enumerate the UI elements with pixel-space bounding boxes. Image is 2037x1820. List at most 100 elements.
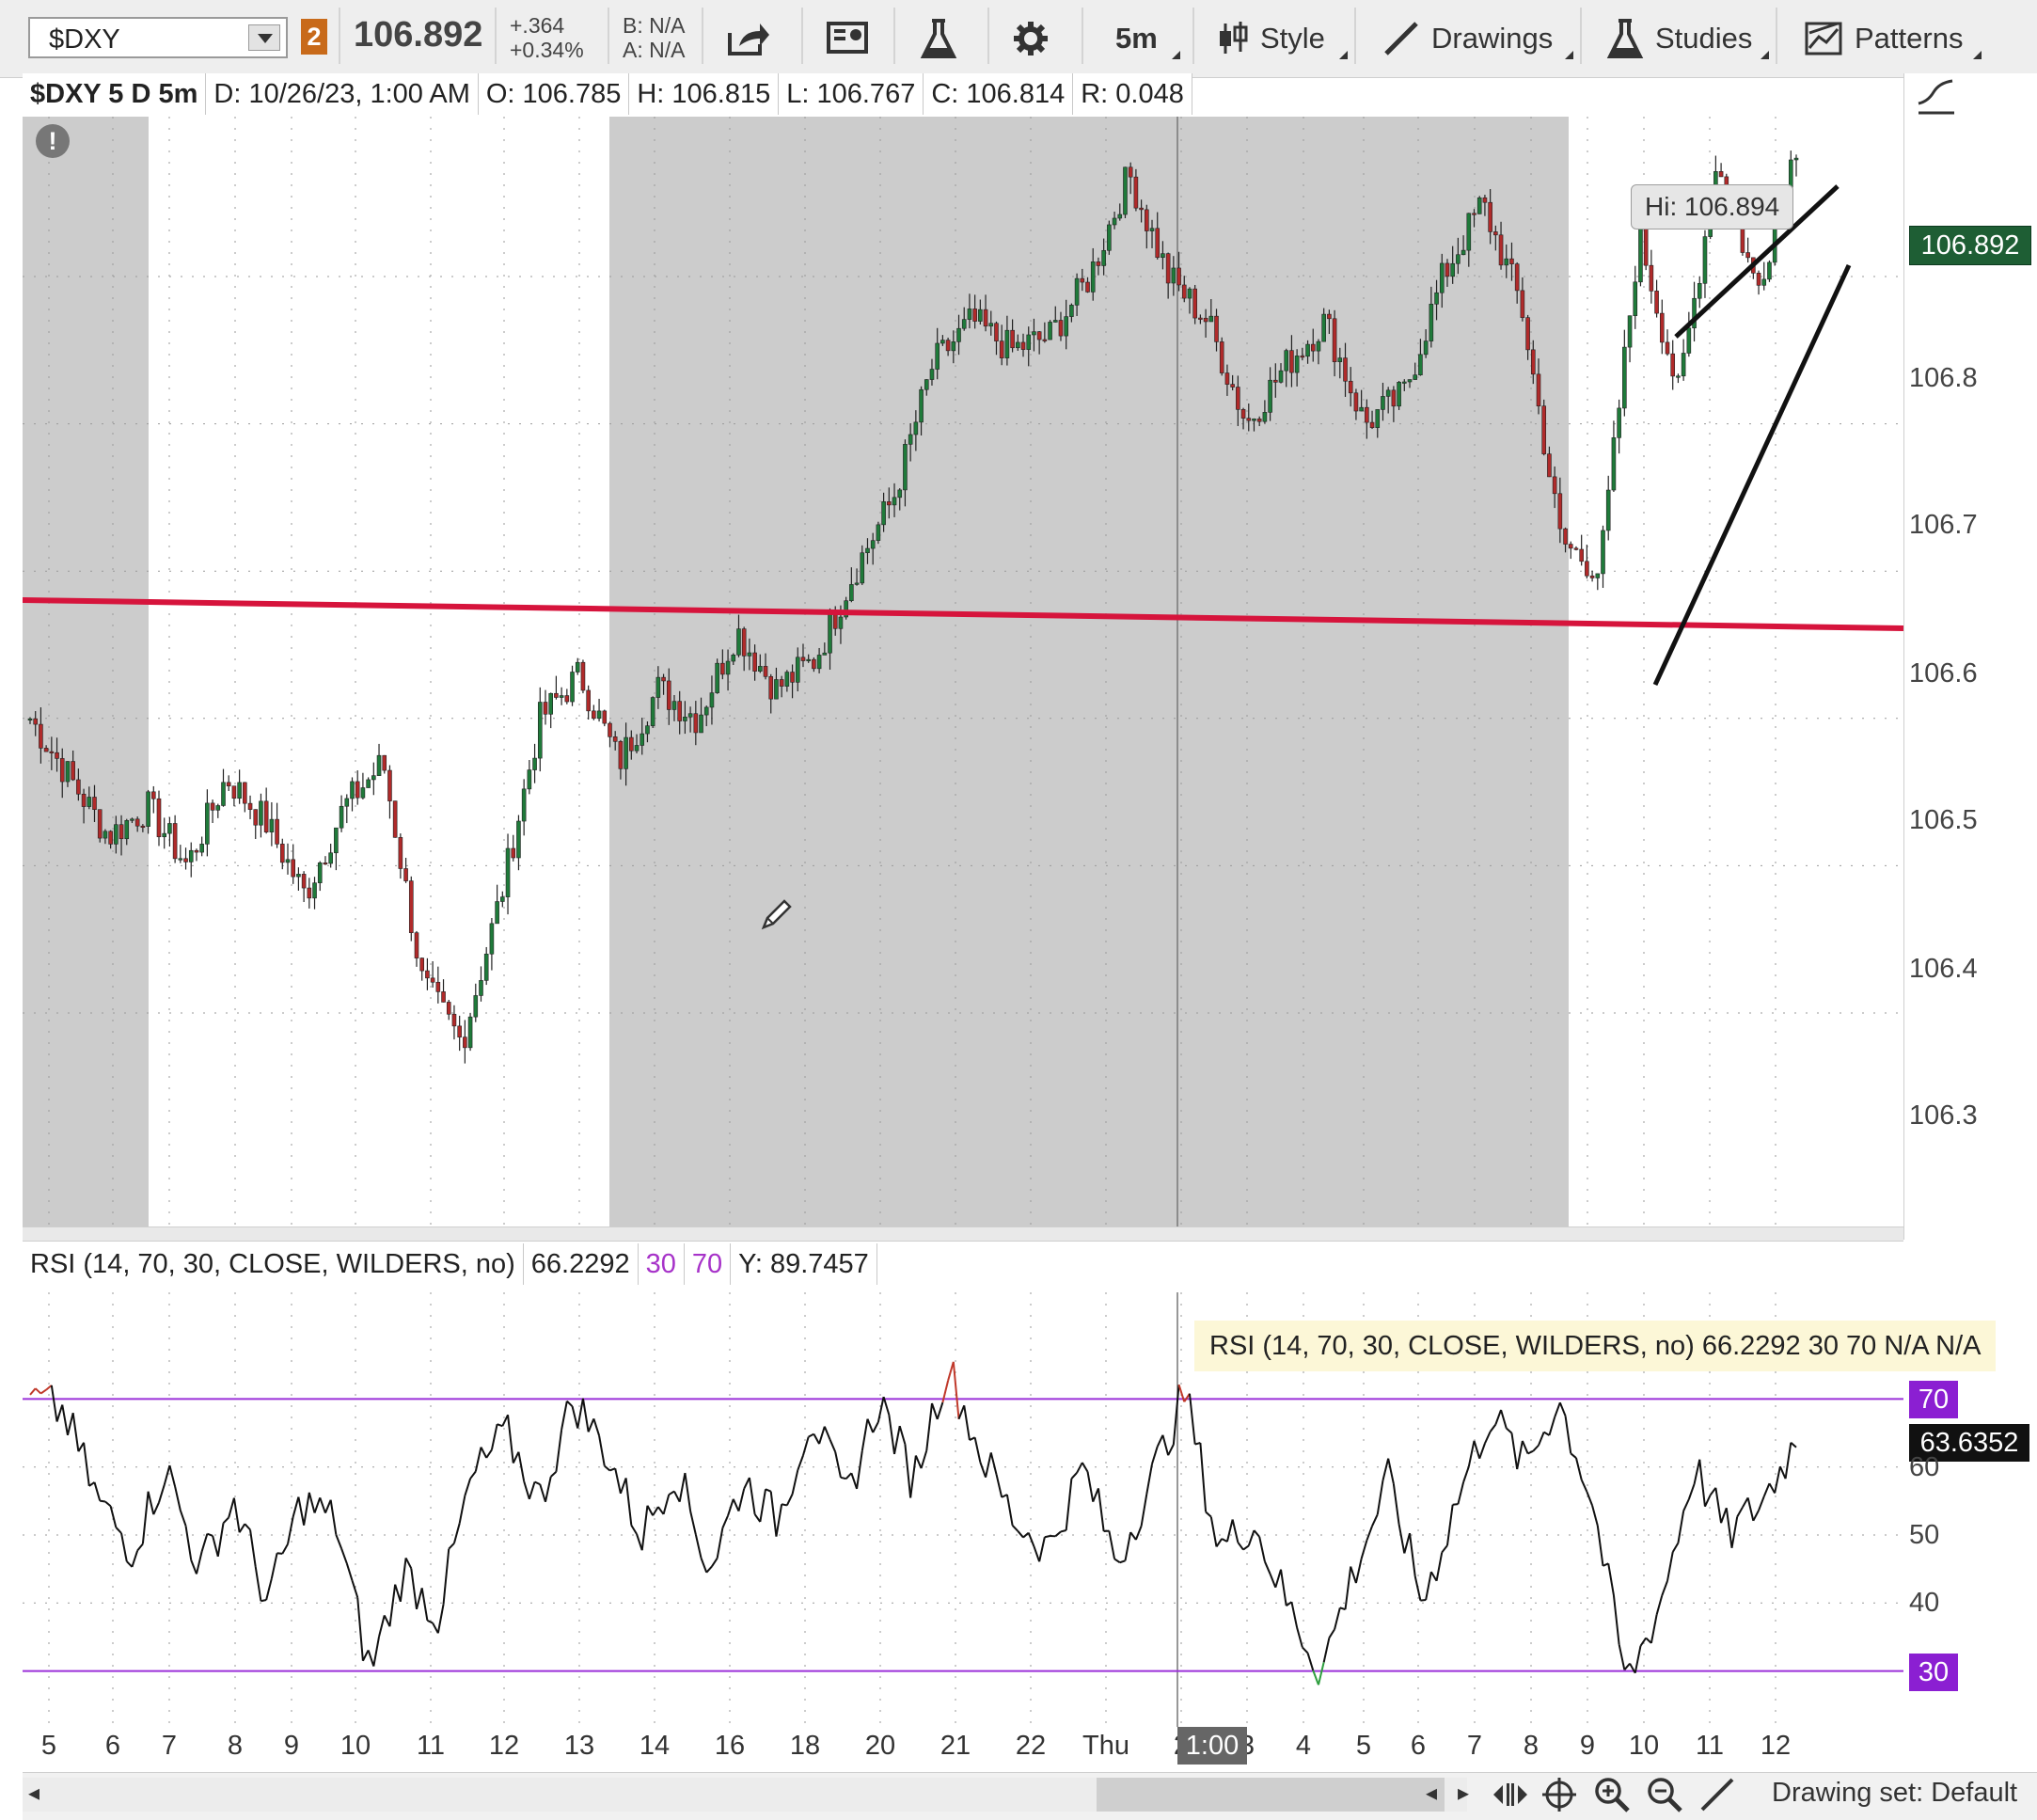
toolbar-separator — [1082, 8, 1083, 64]
candle-body — [496, 902, 499, 924]
candle-body — [179, 859, 182, 861]
messages-button[interactable] — [826, 9, 869, 68]
candle-body — [1794, 158, 1798, 160]
rsi-segment — [352, 1580, 357, 1597]
link-group-badge[interactable]: 2 — [301, 19, 327, 55]
rsi-segment — [1146, 1464, 1152, 1494]
candle-body — [147, 792, 150, 827]
candle-body — [1376, 409, 1380, 427]
time-axis-selected-label: 1:00 — [1177, 1727, 1247, 1765]
toolbar-separator — [1354, 8, 1356, 64]
rsi-segment — [470, 1471, 476, 1479]
time-axis-label: 10 — [340, 1731, 371, 1762]
candle-body — [1209, 316, 1213, 322]
candle-body — [876, 525, 880, 541]
candle-body — [458, 1026, 462, 1037]
patterns-dropdown[interactable]: Patterns — [1804, 9, 1963, 68]
candle-body — [924, 380, 928, 390]
scroll-far-left-icon[interactable]: ◂ — [28, 1780, 39, 1807]
candle-body — [1177, 268, 1181, 285]
rsi-segment — [1098, 1488, 1104, 1531]
candle-body — [861, 553, 864, 583]
rsi-segment — [465, 1479, 470, 1496]
rsi-plot[interactable] — [23, 1240, 1903, 1727]
rsi-segment — [100, 1501, 105, 1502]
rsi-segment — [1458, 1482, 1463, 1504]
bid-price: B: N/A — [623, 13, 685, 39]
draw-line-icon[interactable] — [1698, 1776, 1736, 1813]
candle-body — [962, 320, 966, 329]
share-button[interactable] — [726, 9, 771, 68]
collapse-axis-icon[interactable] — [1915, 75, 1960, 117]
flask-button[interactable] — [920, 9, 957, 68]
candle-body — [1086, 282, 1090, 292]
alert-icon[interactable]: ! — [36, 124, 70, 158]
settings-button[interactable] — [1012, 9, 1050, 68]
rsi-segment — [1479, 1444, 1485, 1459]
rsi-segment — [444, 1549, 450, 1605]
candle-body — [1000, 341, 1003, 358]
candle-body — [92, 797, 96, 809]
candle-body — [839, 617, 843, 628]
rsi-segment — [191, 1560, 197, 1575]
candle-body — [151, 792, 155, 799]
time-axis-label: 14 — [640, 1731, 670, 1762]
drawings-dropdown[interactable]: Drawings — [1382, 9, 1553, 68]
candle-body — [645, 726, 649, 734]
symbol-input[interactable]: $DXY — [28, 17, 288, 58]
rsi-segment — [94, 1482, 100, 1501]
drawing-set-label[interactable]: Drawing set: Default — [1772, 1778, 2017, 1809]
rsi-segment — [1088, 1472, 1094, 1502]
candle-body — [1435, 293, 1439, 304]
rsi-segment — [776, 1504, 782, 1536]
studies-dropdown[interactable]: Studies — [1606, 9, 1752, 68]
rsi-segment — [389, 1585, 395, 1627]
rsi-segment — [121, 1533, 127, 1561]
candle-body — [1655, 291, 1659, 313]
rsi-segment — [1399, 1525, 1405, 1554]
last-price: 106.892 — [354, 15, 482, 55]
expand-icon[interactable] — [1490, 1776, 1531, 1813]
candle-body — [1091, 261, 1095, 292]
header-range: R: 0.048 — [1073, 73, 1192, 115]
style-dropdown[interactable]: Style — [1217, 9, 1325, 68]
rsi-segment — [926, 1403, 932, 1450]
candle-body — [1666, 342, 1669, 354]
scrollbar-thumb[interactable] — [1097, 1778, 1445, 1812]
scroll-left-icon[interactable]: ◂ — [1426, 1780, 1437, 1807]
crosshair-icon[interactable] — [1540, 1776, 1578, 1813]
rsi-segment — [256, 1567, 261, 1601]
rsi-segment — [964, 1405, 970, 1440]
rsi-segment — [132, 1551, 137, 1567]
candle-body — [973, 309, 977, 321]
candle-body — [1134, 177, 1138, 208]
timeframe-dropdown[interactable]: 5m — [1115, 9, 1158, 68]
zoom-out-icon[interactable] — [1646, 1776, 1683, 1813]
candle-body — [1016, 342, 1019, 348]
candle-body — [296, 874, 300, 877]
rsi-segment — [1571, 1453, 1576, 1458]
candle-body — [619, 741, 623, 768]
rsi-segment — [867, 1419, 873, 1432]
rsi-segment — [1039, 1537, 1045, 1561]
candle-body — [28, 719, 32, 720]
rsi-segment — [240, 1524, 245, 1532]
studies-label: Studies — [1655, 22, 1752, 55]
candle-body — [1198, 318, 1202, 320]
candle-body — [1236, 388, 1240, 410]
rsi-segment — [787, 1495, 793, 1506]
candle-body — [1182, 285, 1186, 298]
rsi-axis-label: 50 — [1909, 1520, 1939, 1551]
zoom-in-icon[interactable] — [1593, 1776, 1631, 1813]
candle-body — [264, 801, 268, 832]
symbol-dropdown-button[interactable] — [248, 24, 280, 51]
candle-body — [404, 868, 408, 880]
rsi-segment — [438, 1605, 444, 1634]
candle-body — [371, 776, 375, 780]
rsi-overbought: 70 — [685, 1243, 731, 1285]
scroll-right-icon[interactable]: ▸ — [1458, 1780, 1469, 1807]
price-chart-plot[interactable] — [23, 117, 1903, 1227]
candle-body — [238, 783, 242, 799]
candle-body — [678, 702, 682, 721]
rsi-study-label[interactable]: RSI (14, 70, 30, CLOSE, WILDERS, no) — [23, 1243, 524, 1285]
